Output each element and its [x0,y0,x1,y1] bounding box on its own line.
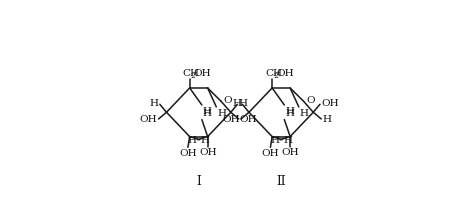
Text: H: H [203,107,212,116]
Text: 2: 2 [273,73,278,81]
Text: OH: OH [222,115,240,124]
Text: H: H [322,115,331,124]
Text: H: H [285,107,294,116]
Text: H: H [232,99,241,109]
Text: H: H [188,135,197,145]
Text: O: O [223,96,232,105]
Text: H: H [217,109,226,118]
Text: OH: OH [321,99,338,109]
Text: H: H [270,135,279,145]
Text: H: H [300,109,309,118]
Text: II: II [276,175,286,188]
Text: CH: CH [182,69,200,78]
Text: H: H [285,109,294,118]
Text: OH: OH [194,69,211,78]
Text: OH: OH [282,148,300,157]
Text: H: H [203,109,212,118]
Text: OH: OH [200,148,217,157]
Text: OH: OH [276,69,294,78]
Text: H: H [238,99,247,109]
Text: I: I [196,175,201,188]
Text: OH: OH [262,149,279,158]
Text: O: O [306,96,315,105]
Text: H: H [283,135,292,145]
Text: OH: OH [140,115,157,124]
Text: H: H [150,99,159,109]
Text: CH: CH [265,69,282,78]
Text: OH: OH [240,115,257,124]
Text: H: H [201,135,210,145]
Text: OH: OH [179,149,197,158]
Text: 2: 2 [191,73,196,81]
